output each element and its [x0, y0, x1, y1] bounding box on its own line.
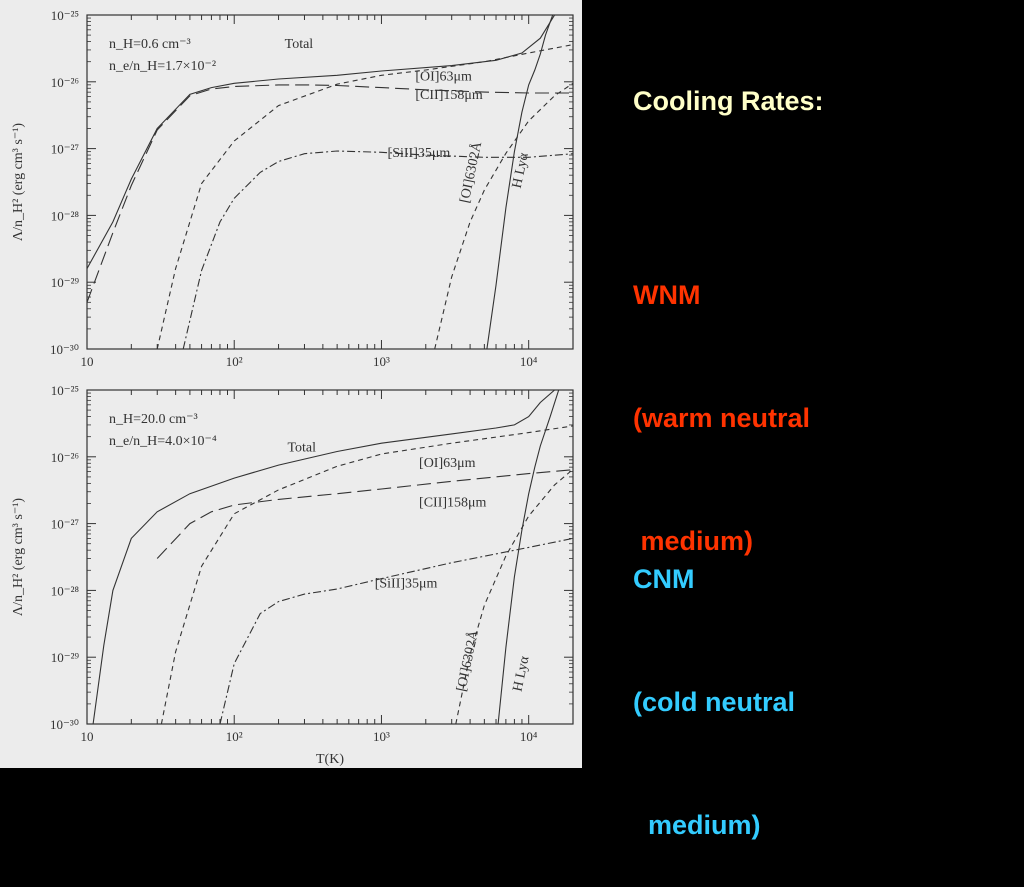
y-axis-label: Λ/n_H² (erg cm³ s⁻¹)	[11, 498, 26, 616]
x-axis-label: T(K)	[316, 752, 344, 767]
series-label-siii-35-m: [SiII]35μm	[388, 146, 451, 161]
x-tick-label: 10³	[373, 354, 390, 369]
cnm-label: CNM	[633, 564, 695, 594]
cooling-rate-charts: 10 10² 10³ 10⁴ 10⁻³⁰ 10⁻²⁹ 10⁻²⁸ 10⁻²⁷ 10⁻²⁶ 10⁻²…	[11, 8, 574, 767]
series-label-siii-35-m: [SiII]35μm	[375, 577, 438, 592]
series-label-h-ly: H Lyα	[510, 654, 532, 693]
y-tick-label: 10⁻²⁸	[51, 208, 80, 223]
y-tick-label: 10⁻²⁷	[51, 142, 79, 157]
wnm-line-2: medium)	[633, 526, 754, 556]
y-tick-label: 10⁻²⁵	[51, 8, 79, 23]
chart-panel-top: 10 10² 10³ 10⁴ 10⁻³⁰ 10⁻²⁹ 10⁻²⁸ 10⁻²⁷ 10⁻²⁶ 10⁻²…	[11, 8, 574, 369]
wnm-description: WNM (warm neutral medium)	[633, 193, 810, 603]
density-annotation: n_H=20.0 cm⁻³	[109, 412, 198, 427]
series-label-cii-158-m: [CII]158μm	[419, 496, 486, 511]
x-tick-label: 10	[81, 729, 94, 744]
series-label-oi-6302: [OI]6302Å	[453, 628, 482, 693]
cnm-line-2: medium)	[633, 810, 761, 840]
series-label-total: Total	[285, 37, 314, 52]
series-line-h-ly	[486, 15, 554, 349]
x-tick-label: 10	[81, 354, 94, 369]
series-line-oi-63-m	[156, 44, 573, 349]
slide-title: Cooling Rates:	[633, 86, 824, 116]
x-tick-label: 10²	[226, 354, 243, 369]
y-tick-label: 10⁻²⁸	[51, 583, 80, 598]
series-group	[87, 15, 573, 349]
y-tick-label: 10⁻²⁹	[51, 275, 80, 290]
y-tick-label: 10⁻³⁰	[50, 717, 79, 732]
y-tick-label: 10⁻³⁰	[50, 342, 79, 357]
density-annotation: n_e/n_H=1.7×10⁻²	[109, 59, 216, 74]
y-tick-label: 10⁻²⁷	[51, 517, 79, 532]
x-tick-label: 10⁴	[520, 354, 538, 369]
series-line-total	[87, 15, 556, 269]
series-label-oi-63-m: [OI]63μm	[419, 456, 476, 471]
series-line-cii-158-m	[87, 84, 573, 303]
density-annotation: n_H=0.6 cm⁻³	[109, 37, 191, 52]
cnm-description: CNM (cold neutral medium)	[633, 477, 795, 887]
series-line-oi-63-m	[160, 425, 573, 724]
series-line-siii-35-m	[219, 537, 573, 724]
x-tick-label: 10⁴	[520, 729, 538, 744]
plot-frame	[86, 14, 574, 350]
x-tick-label: 10³	[373, 729, 390, 744]
y-tick-label: 10⁻²⁶	[51, 75, 79, 90]
y-tick-label: 10⁻²⁶	[51, 450, 79, 465]
series-label-cii-158-m: [CII]158μm	[415, 88, 482, 103]
chart-panel-bottom: 10 10² 10³ 10⁴ 10⁻³⁰ 10⁻²⁹ 10⁻²⁸ 10⁻²⁷ 10⁻²⁶ 10⁻²…	[11, 383, 574, 767]
cooling-rate-figure: 10 10² 10³ 10⁴ 10⁻³⁰ 10⁻²⁹ 10⁻²⁸ 10⁻²⁷ 10⁻²⁶ 10⁻²…	[0, 0, 582, 768]
series-label-total: Total	[287, 441, 316, 456]
y-tick-label: 10⁻²⁹	[51, 650, 80, 665]
y-axis-label: Λ/n_H² (erg cm³ s⁻¹)	[11, 123, 26, 241]
series-line-h-ly	[497, 390, 560, 724]
density-annotation: n_e/n_H=4.0×10⁻⁴	[109, 434, 217, 449]
series-line-siii-35-m	[182, 150, 573, 349]
series-line-total	[92, 390, 555, 724]
plot-frame	[86, 389, 574, 725]
series-line-oi-6302	[455, 468, 573, 724]
series-label-h-ly: H Lyα	[510, 151, 532, 190]
cnm-line-1: (cold neutral	[633, 687, 796, 717]
series-label-oi-63-m: [OI]63μm	[415, 69, 472, 84]
series-line-oi-6302	[434, 82, 573, 349]
y-tick-label: 10⁻²⁵	[51, 383, 79, 398]
series-group	[92, 390, 573, 724]
series-line-cii-158-m	[156, 469, 573, 559]
series-label-oi-6302: [OI]6302Å	[457, 139, 486, 204]
wnm-line-1: (warm neutral	[633, 403, 811, 433]
wnm-label: WNM	[633, 280, 701, 310]
x-tick-label: 10²	[226, 729, 243, 744]
